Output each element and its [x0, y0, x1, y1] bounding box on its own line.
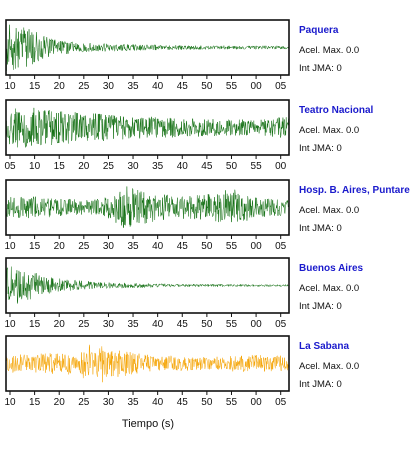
tick-label: 05 [275, 397, 287, 408]
tick-label: 25 [78, 81, 90, 92]
panel-4: 10 15 20 25 30 35 40 45 50 55 00 05 Buenos Aires Acel… [4, 257, 364, 330]
tick-label: 20 [54, 319, 66, 330]
tick-label: 30 [103, 241, 115, 252]
int-jma-label: Int JMA: 0 [299, 379, 342, 390]
station-name: Buenos Aires [299, 263, 364, 274]
waveform-trace [5, 266, 290, 304]
tick-label: 30 [103, 81, 115, 92]
tick-label: 50 [201, 81, 213, 92]
waveform-trace [5, 24, 290, 71]
panel-1: 10 15 20 25 30 35 40 45 50 55 00 05 Paquera Acel. Max… [4, 19, 359, 92]
tick-label: 15 [29, 397, 41, 408]
int-jma-label: Int JMA: 0 [299, 63, 342, 74]
tick-label: 10 [29, 161, 41, 172]
station-name: Paquera [299, 25, 339, 36]
int-jma-label: Int JMA: 0 [299, 223, 342, 234]
tick-label: 10 [4, 81, 16, 92]
panel-frame [5, 335, 290, 392]
tick-label: 20 [54, 241, 66, 252]
tick-label: 10 [4, 397, 16, 408]
tick-label: 55 [226, 319, 238, 330]
int-jma-label: Int JMA: 0 [299, 143, 342, 154]
tick-label: 20 [78, 161, 90, 172]
tick-label: 05 [4, 161, 16, 172]
acel-max-label: Acel. Max. 0.0 [299, 45, 359, 56]
panel-frame [5, 179, 290, 236]
tick-label: 50 [201, 397, 213, 408]
tick-label: 00 [251, 319, 263, 330]
tick-label: 25 [78, 319, 90, 330]
tick-label: 35 [152, 161, 164, 172]
tick-label: 45 [201, 161, 213, 172]
tick-label: 30 [103, 319, 115, 330]
panel-frame [5, 257, 290, 314]
acel-max-label: Acel. Max. 0.0 [299, 361, 359, 372]
x-axis-title: Tiempo (s) [122, 418, 174, 430]
tick-label: 15 [29, 81, 41, 92]
tick-label: 55 [251, 161, 263, 172]
tick-label: 00 [251, 397, 263, 408]
acel-max-label: Acel. Max. 0.0 [299, 125, 359, 136]
tick-label: 05 [275, 81, 287, 92]
tick-label: 55 [226, 81, 238, 92]
tick-label: 25 [78, 397, 90, 408]
station-name: Hosp. B. Aires, Puntare [299, 185, 410, 196]
tick-label: 20 [54, 81, 66, 92]
tick-label: 35 [127, 241, 139, 252]
tick-label: 05 [275, 241, 287, 252]
tick-label: 10 [4, 319, 16, 330]
panel-5: 10 15 20 25 30 35 40 45 50 55 00 05 La Sabana Acel. M… [4, 335, 359, 408]
tick-label: 55 [226, 397, 238, 408]
tick-label: 50 [201, 241, 213, 252]
panel-3: 10 15 20 25 30 35 40 45 50 55 00 05 Hosp. B. Aires, … [4, 179, 410, 252]
waveform-trace [5, 186, 290, 228]
tick-label: 25 [78, 241, 90, 252]
tick-label: 25 [103, 161, 115, 172]
waveform-trace [5, 344, 290, 383]
panel-frame [5, 99, 290, 156]
tick-label: 45 [177, 319, 189, 330]
panel-2: 05 10 15 20 25 30 35 40 45 50 55 00 Teatro Nacional A… [4, 99, 373, 172]
tick-label: 40 [152, 397, 164, 408]
tick-label: 30 [127, 161, 139, 172]
tick-label: 45 [177, 241, 189, 252]
panel-frame [5, 19, 290, 76]
tick-label: 35 [127, 319, 139, 330]
tick-label: 15 [29, 319, 41, 330]
tick-label: 15 [29, 241, 41, 252]
tick-label: 15 [54, 161, 66, 172]
waveform-trace [5, 107, 290, 148]
tick-label: 00 [251, 81, 263, 92]
tick-label: 05 [275, 319, 287, 330]
tick-label: 50 [201, 319, 213, 330]
tick-label: 40 [152, 81, 164, 92]
tick-label: 40 [152, 319, 164, 330]
tick-label: 35 [127, 397, 139, 408]
acel-max-label: Acel. Max. 0.0 [299, 205, 359, 216]
tick-label: 45 [177, 397, 189, 408]
tick-label: 50 [226, 161, 238, 172]
tick-label: 40 [177, 161, 189, 172]
tick-label: 10 [4, 241, 16, 252]
tick-label: 55 [226, 241, 238, 252]
tick-label: 40 [152, 241, 164, 252]
tick-label: 00 [251, 241, 263, 252]
tick-label: 20 [54, 397, 66, 408]
tick-label: 45 [177, 81, 189, 92]
tick-label: 00 [275, 161, 287, 172]
station-name: La Sabana [299, 341, 349, 352]
tick-label: 30 [103, 397, 115, 408]
int-jma-label: Int JMA: 0 [299, 301, 342, 312]
acel-max-label: Acel. Max. 0.0 [299, 283, 359, 294]
tick-label: 35 [127, 81, 139, 92]
station-name: Teatro Nacional [299, 105, 373, 116]
